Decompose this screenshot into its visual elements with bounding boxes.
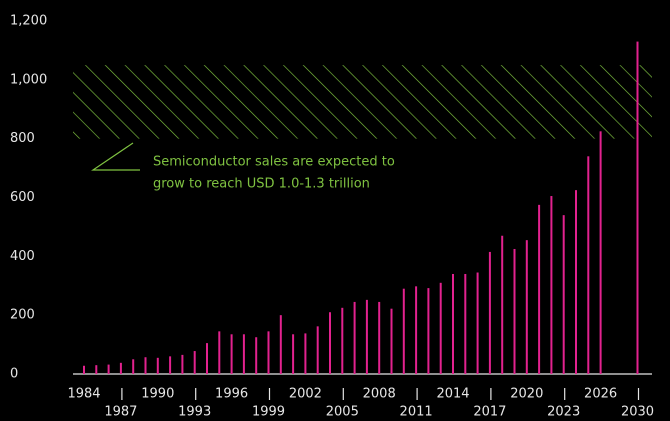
bar	[132, 359, 135, 374]
bar	[119, 362, 122, 374]
bar	[513, 248, 516, 374]
annotation: Semiconductor sales are expected to	[153, 155, 395, 170]
bar	[476, 272, 479, 374]
bar	[181, 354, 184, 374]
bar	[292, 334, 295, 374]
x-tick-label: 2011	[400, 405, 433, 420]
x-tick-label: 2014	[436, 387, 469, 402]
bar	[107, 364, 110, 374]
y-tick-label: 600	[10, 190, 35, 205]
x-tick-label: 2030	[621, 405, 654, 420]
bar	[464, 273, 467, 374]
x-tick-label: 1990	[141, 387, 174, 402]
bar	[242, 334, 245, 374]
y-tick-label: 1,200	[10, 14, 47, 29]
bar	[587, 156, 590, 374]
x-tick-label: 2026	[584, 387, 617, 402]
x-tick-label: 1984	[67, 387, 100, 402]
x-tick-label: 1987	[104, 405, 137, 420]
bar	[378, 301, 381, 374]
y-tick-label: 1,000	[10, 72, 47, 87]
bar	[599, 131, 602, 374]
bar	[341, 307, 344, 374]
bar	[636, 41, 639, 374]
x-tick-label: 1999	[252, 405, 285, 420]
annotation-pointer	[91, 142, 140, 171]
bar	[95, 365, 98, 374]
bar	[230, 334, 233, 374]
bar	[156, 357, 159, 374]
x-tick-label: 1993	[178, 405, 211, 420]
x-tick-label: 2017	[473, 405, 506, 420]
bar	[501, 235, 504, 374]
bar	[304, 333, 307, 374]
x-tick-label: 2008	[363, 387, 396, 402]
forecast-band	[73, 65, 652, 139]
bar	[562, 215, 565, 374]
bar	[255, 337, 258, 374]
bar	[365, 299, 368, 374]
x-tick-label: 2002	[289, 387, 322, 402]
bar	[550, 196, 553, 374]
bar	[144, 357, 147, 374]
bar	[267, 331, 270, 374]
x-tick-label: 2020	[510, 387, 543, 402]
bar	[439, 282, 442, 374]
bar	[193, 351, 196, 374]
bar	[525, 240, 528, 374]
bar	[415, 286, 418, 374]
bar	[452, 273, 454, 374]
y-tick-label: 0	[10, 367, 18, 382]
bar	[575, 190, 577, 374]
bar	[402, 288, 405, 374]
bar	[206, 343, 208, 374]
bar	[390, 308, 393, 374]
bar	[218, 331, 221, 374]
bar	[353, 301, 356, 374]
annotation: grow to reach USD 1.0-1.3 trillion	[153, 177, 370, 192]
bar	[488, 251, 491, 374]
x-tick-label: 2023	[547, 405, 580, 420]
bar	[538, 204, 541, 374]
bar	[427, 288, 430, 374]
x-tick-label: 2005	[326, 405, 359, 420]
bar	[279, 315, 282, 374]
y-tick-label: 400	[10, 249, 35, 264]
bar	[316, 326, 319, 374]
x-tick-label: 1996	[215, 387, 248, 402]
bar	[83, 365, 85, 374]
bar	[169, 356, 172, 374]
y-tick-label: 800	[10, 131, 35, 146]
bar	[329, 312, 331, 374]
y-tick-label: 200	[10, 308, 35, 323]
